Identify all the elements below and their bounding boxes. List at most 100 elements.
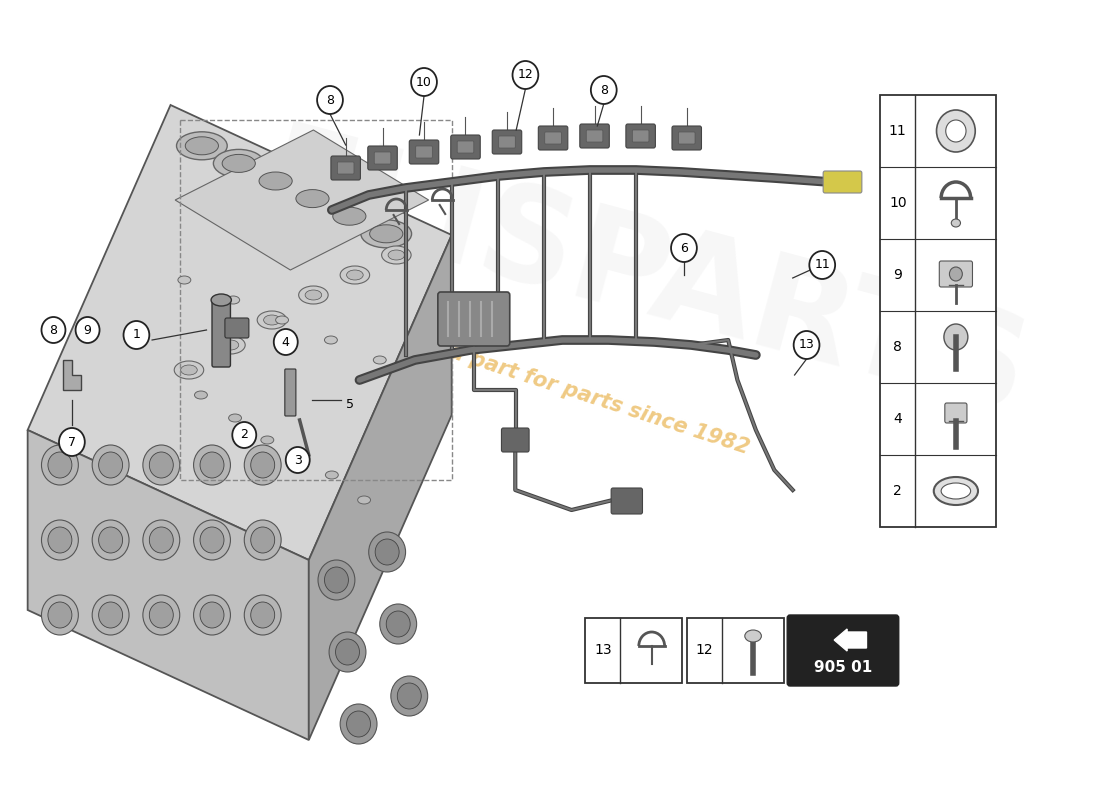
Ellipse shape [99, 602, 122, 628]
Ellipse shape [382, 246, 411, 264]
Text: 8: 8 [50, 323, 57, 337]
FancyBboxPatch shape [679, 132, 695, 144]
Ellipse shape [244, 595, 282, 635]
Ellipse shape [745, 630, 761, 642]
FancyBboxPatch shape [585, 618, 682, 683]
Circle shape [232, 422, 256, 448]
Ellipse shape [222, 154, 255, 172]
Text: 905 01: 905 01 [814, 661, 872, 675]
Ellipse shape [251, 452, 275, 478]
Ellipse shape [194, 520, 230, 560]
Ellipse shape [370, 225, 403, 242]
Ellipse shape [276, 316, 288, 324]
Ellipse shape [229, 414, 242, 422]
Ellipse shape [346, 711, 371, 737]
Ellipse shape [336, 639, 360, 665]
Ellipse shape [324, 336, 338, 344]
Text: 1: 1 [132, 329, 141, 342]
FancyBboxPatch shape [502, 428, 529, 452]
Ellipse shape [299, 286, 328, 304]
FancyBboxPatch shape [544, 132, 561, 144]
Ellipse shape [99, 452, 122, 478]
Ellipse shape [174, 361, 204, 379]
FancyBboxPatch shape [458, 141, 474, 153]
FancyBboxPatch shape [492, 130, 521, 154]
FancyBboxPatch shape [285, 369, 296, 416]
Circle shape [794, 331, 820, 359]
Ellipse shape [42, 520, 78, 560]
Text: 10: 10 [889, 196, 906, 210]
Text: 9: 9 [84, 323, 91, 337]
Ellipse shape [143, 445, 179, 485]
Ellipse shape [287, 185, 338, 213]
Text: 9: 9 [893, 268, 902, 282]
Ellipse shape [48, 527, 72, 553]
FancyBboxPatch shape [498, 136, 515, 148]
Ellipse shape [194, 595, 230, 635]
Ellipse shape [361, 220, 411, 248]
FancyBboxPatch shape [939, 261, 972, 287]
FancyBboxPatch shape [626, 124, 656, 148]
FancyBboxPatch shape [367, 146, 397, 170]
Ellipse shape [92, 520, 129, 560]
Ellipse shape [251, 602, 275, 628]
Ellipse shape [936, 110, 976, 152]
Ellipse shape [293, 456, 306, 464]
Text: 5: 5 [345, 398, 354, 410]
FancyBboxPatch shape [880, 95, 996, 527]
Ellipse shape [251, 167, 301, 195]
Ellipse shape [143, 520, 179, 560]
Ellipse shape [200, 527, 224, 553]
Ellipse shape [92, 595, 129, 635]
Ellipse shape [222, 340, 239, 350]
Ellipse shape [178, 276, 190, 284]
Ellipse shape [358, 496, 371, 504]
FancyBboxPatch shape [788, 615, 899, 686]
FancyBboxPatch shape [438, 292, 509, 346]
FancyBboxPatch shape [945, 403, 967, 423]
FancyBboxPatch shape [686, 618, 783, 683]
Text: 11: 11 [889, 124, 906, 138]
Text: a part for parts since 1982: a part for parts since 1982 [447, 342, 751, 458]
FancyBboxPatch shape [212, 298, 230, 367]
Ellipse shape [143, 595, 179, 635]
FancyBboxPatch shape [580, 124, 609, 148]
Ellipse shape [176, 132, 228, 160]
Circle shape [591, 76, 617, 104]
Ellipse shape [257, 311, 287, 329]
Ellipse shape [227, 296, 240, 304]
Text: 8: 8 [600, 83, 608, 97]
Text: 4: 4 [893, 412, 902, 426]
Polygon shape [28, 430, 309, 740]
Ellipse shape [258, 172, 293, 190]
Circle shape [123, 321, 150, 349]
Ellipse shape [213, 150, 264, 178]
FancyBboxPatch shape [331, 156, 361, 180]
Circle shape [274, 329, 298, 355]
Ellipse shape [244, 520, 282, 560]
Text: ELISPARTS: ELISPARTS [250, 117, 1042, 443]
FancyBboxPatch shape [612, 488, 642, 514]
Ellipse shape [180, 365, 197, 375]
Circle shape [810, 251, 835, 279]
Ellipse shape [386, 611, 410, 637]
Ellipse shape [340, 266, 370, 284]
Ellipse shape [264, 315, 280, 325]
Ellipse shape [200, 452, 224, 478]
Ellipse shape [92, 445, 129, 485]
Ellipse shape [390, 676, 428, 716]
Text: 10: 10 [416, 75, 432, 89]
FancyBboxPatch shape [672, 126, 702, 150]
Ellipse shape [251, 527, 275, 553]
Ellipse shape [949, 267, 962, 281]
Circle shape [76, 317, 100, 343]
Ellipse shape [305, 290, 321, 300]
Circle shape [286, 447, 310, 473]
Ellipse shape [375, 539, 399, 565]
Text: 7: 7 [68, 435, 76, 449]
Ellipse shape [397, 683, 421, 709]
Ellipse shape [346, 270, 363, 280]
Text: 2: 2 [893, 484, 902, 498]
Circle shape [59, 428, 85, 456]
Ellipse shape [388, 250, 405, 260]
